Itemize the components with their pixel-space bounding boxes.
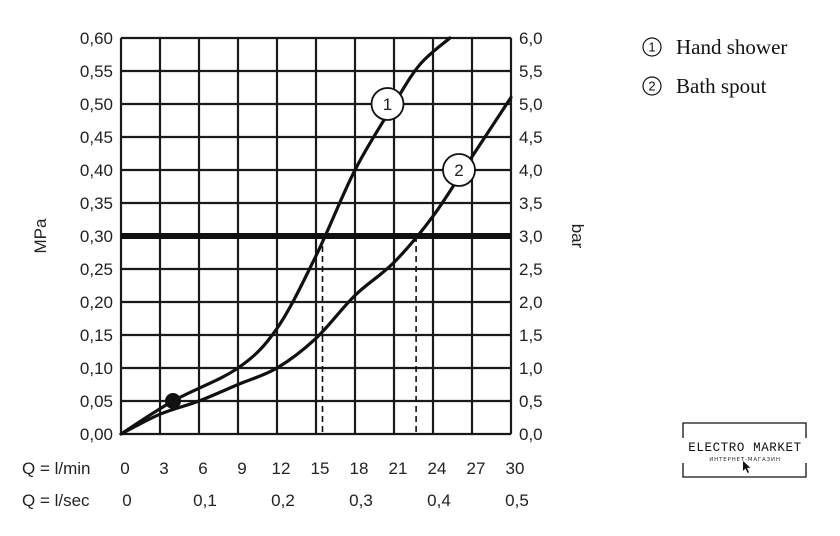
y-tick-label: 0,55 (80, 62, 113, 81)
drop-lines-group (321, 236, 417, 434)
curve-label-circle (370, 87, 405, 121)
x-tick-label-lmin: 24 (428, 459, 447, 478)
y-tick-label: 0,50 (80, 95, 113, 114)
legend-number-circle-2 (642, 76, 662, 96)
y-tick-label: 0,05 (80, 392, 113, 411)
y2-tick-label: 2,0 (519, 293, 543, 312)
x-axis-ticks-lmin: 0 3 6 9 12 15 18 21 24 27 30 (120, 459, 524, 478)
y2-tick-label: 1,0 (519, 359, 543, 378)
x-tick-label-lmin: 27 (467, 459, 486, 478)
x-tick-label-lmin: 0 (120, 459, 129, 478)
legend-item-2: 2 Bath spout (642, 74, 767, 98)
series-2-line (119, 95, 513, 436)
y-tick-label: 0,15 (80, 326, 113, 345)
legend: 1 Hand shower 2 Bath spout (642, 35, 787, 98)
y-tick-label: 0,40 (80, 161, 113, 180)
electro-market-logo: ELECTRO MARKET ИНТЕРНЕТ-МАГАЗИН (682, 422, 807, 478)
legend-label-2: Bath spout (676, 74, 767, 98)
curve-label-circle (442, 153, 476, 187)
y-tick-label: 0,30 (80, 227, 113, 246)
x-tick-label-lsec: 0,2 (271, 491, 295, 510)
x-tick-label-lsec: 0,3 (349, 491, 373, 510)
y2-tick-label: 4,5 (519, 128, 543, 147)
y2-axis-ticks: 0,0 0,5 1,0 1,5 2,0 2,5 3,0 3,5 4,0 4,5 5,0 5,5 6,0 (519, 29, 543, 444)
marker-point (165, 393, 181, 409)
y-tick-label: 0,00 (80, 425, 113, 444)
x-tick-label-lmin: 3 (159, 459, 168, 478)
x-tick-label-lmin: 12 (272, 459, 291, 478)
x-axis-title-lsec: Q = l/sec (22, 491, 90, 510)
y2-axis-title: bar (568, 224, 587, 249)
x-tick-label-lsec: 0 (122, 491, 131, 510)
curves-group (119, 36, 513, 436)
legend-label-1: Hand shower (676, 35, 787, 59)
legend-number-2: 2 (648, 79, 655, 94)
x-tick-label-lmin: 18 (350, 459, 369, 478)
x-tick-label-lmin: 15 (311, 459, 330, 478)
x-tick-label-lmin: 21 (389, 459, 408, 478)
y2-tick-label: 2,5 (519, 260, 543, 279)
curve-label: 2 (454, 161, 463, 180)
x-tick-label-lmin: 30 (506, 459, 525, 478)
legend-item-1: 1 Hand shower (642, 35, 787, 59)
y2-tick-label: 0,0 (519, 425, 543, 444)
y2-tick-label: 6,0 (519, 29, 543, 48)
x-tick-label-lmin: 9 (237, 459, 246, 478)
y-tick-label: 0,25 (80, 260, 113, 279)
y2-tick-label: 3,0 (519, 227, 543, 246)
y2-tick-label: 3,5 (519, 194, 543, 213)
y-tick-label: 0,10 (80, 359, 113, 378)
cursor-icon (743, 461, 751, 473)
x-tick-label-lsec: 0,1 (193, 491, 217, 510)
marker-group (165, 393, 181, 409)
y-tick-label: 0,35 (80, 194, 113, 213)
curve-label: 1 (383, 95, 392, 114)
x-axis-title-lmin: Q = l/min (22, 459, 91, 478)
y-axis-title: MPa (31, 218, 50, 254)
y2-tick-label: 0,5 (519, 392, 543, 411)
x-tick-label-lsec: 0,5 (505, 491, 529, 510)
y-tick-label: 0,20 (80, 293, 113, 312)
series-1-line (119, 36, 452, 436)
y2-tick-label: 5,0 (519, 95, 543, 114)
y-tick-label: 0,45 (80, 128, 113, 147)
logo-subtext: ИНТЕРНЕТ-МАГАЗИН (709, 457, 781, 463)
y2-tick-label: 1,5 (519, 326, 543, 345)
logo-text: ELECTRO MARKET (688, 441, 801, 455)
y2-tick-label: 5,5 (519, 62, 543, 81)
y-tick-label: 0,60 (80, 29, 113, 48)
x-tick-label-lmin: 6 (198, 459, 207, 478)
curve-labels-group: 12 (370, 87, 476, 187)
legend-number-circle-1 (642, 37, 662, 57)
x-tick-label-lsec: 0,4 (427, 491, 451, 510)
y2-tick-label: 4,0 (519, 161, 543, 180)
legend-number-1: 1 (648, 40, 655, 55)
y-axis-ticks: 0,00 0,05 0,10 0,15 0,20 0,25 0,30 0,35 0,40 0,45… (80, 29, 113, 444)
x-axis-ticks-lsec: 0 0,1 0,2 0,3 0,4 0,5 (122, 491, 529, 510)
